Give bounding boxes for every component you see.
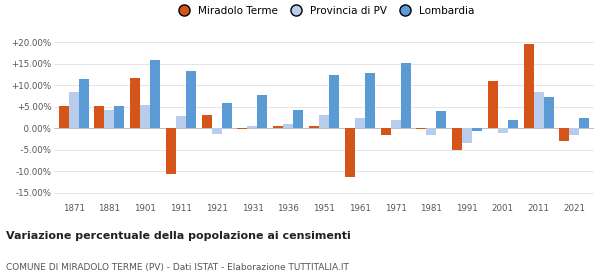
Text: COMUNE DI MIRADOLO TERME (PV) - Dati ISTAT - Elaborazione TUTTITALIA.IT: COMUNE DI MIRADOLO TERME (PV) - Dati IST… [6, 263, 349, 272]
Bar [104, 110, 115, 128]
Bar [436, 111, 446, 128]
Bar [202, 115, 212, 128]
Bar [283, 124, 293, 128]
Bar [319, 115, 329, 128]
Bar [115, 106, 124, 128]
Bar [273, 126, 283, 128]
Bar [140, 105, 150, 128]
Bar [238, 128, 247, 129]
Bar [401, 63, 410, 128]
Bar [59, 106, 68, 128]
Bar [355, 118, 365, 128]
Bar [569, 128, 580, 135]
Bar [498, 128, 508, 133]
Bar [391, 120, 401, 128]
Bar [452, 128, 462, 150]
Bar [426, 128, 436, 135]
Bar [94, 106, 104, 128]
Bar [533, 92, 544, 128]
Bar [544, 97, 554, 128]
Bar [524, 44, 533, 128]
Bar [462, 128, 472, 143]
Bar [186, 71, 196, 128]
Bar [472, 128, 482, 130]
Text: Variazione percentuale della popolazione ai censimenti: Variazione percentuale della popolazione… [6, 231, 351, 241]
Bar [329, 74, 339, 128]
Bar [416, 128, 426, 129]
Bar [508, 120, 518, 128]
Bar [68, 92, 79, 128]
Bar [212, 128, 222, 134]
Bar [380, 128, 391, 135]
Bar [247, 126, 257, 128]
Bar [176, 116, 186, 128]
Bar [166, 128, 176, 174]
Bar [488, 81, 498, 128]
Bar [222, 102, 232, 128]
Bar [345, 128, 355, 177]
Bar [293, 110, 303, 128]
Bar [79, 79, 89, 128]
Bar [580, 118, 589, 128]
Bar [309, 126, 319, 128]
Bar [130, 78, 140, 128]
Bar [257, 95, 268, 128]
Bar [559, 128, 569, 141]
Bar [150, 60, 160, 128]
Legend: Miradolo Terme, Provincia di PV, Lombardia: Miradolo Terme, Provincia di PV, Lombard… [169, 2, 479, 20]
Bar [365, 73, 375, 128]
